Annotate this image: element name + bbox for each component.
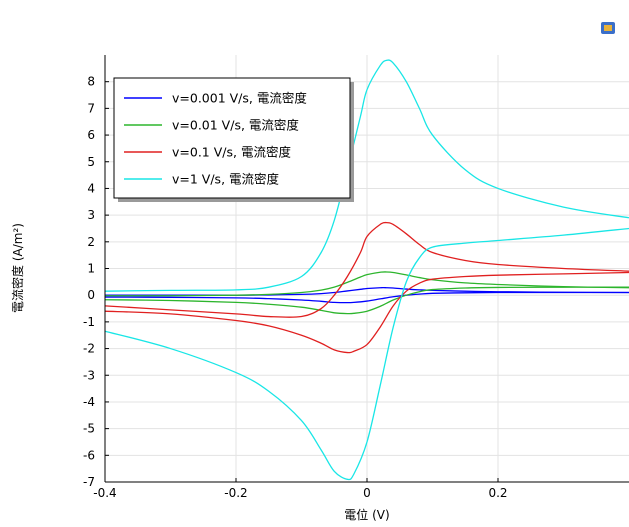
- series-line-4-forward: [104, 59, 629, 292]
- x-tick-label: -0.4: [93, 486, 116, 500]
- x-axis-label: 電位 (V): [344, 507, 389, 522]
- legend-label: v=0.001 V/s, 電流密度: [172, 91, 307, 106]
- y-tick-label: 0: [87, 288, 95, 302]
- graphics-window-icon[interactable]: [601, 22, 615, 34]
- y-tick-label: 3: [87, 208, 95, 222]
- y-tick-label: 5: [87, 155, 95, 169]
- series-line-2-forward: [104, 271, 629, 297]
- y-tick-label: 1: [87, 262, 95, 276]
- legend-label: v=1 V/s, 電流密度: [172, 172, 280, 187]
- y-tick-label: 7: [87, 101, 95, 115]
- series-line-2-reverse: [104, 286, 629, 315]
- x-tick-label: 0.2: [488, 486, 507, 500]
- y-tick-label: -5: [83, 422, 95, 436]
- series-line-3-forward: [104, 221, 629, 318]
- y-tick-label: 8: [87, 75, 95, 89]
- y-tick-label: -2: [83, 342, 95, 356]
- y-axis-label: 電流密度 (A/m²): [10, 223, 25, 313]
- y-tick-labels: -7 -6 -5 -4 -3 -2 -1 0 1 2 3 4 5 6 7 8: [83, 75, 95, 489]
- legend: v=0.001 V/s, 電流密度 v=0.01 V/s, 電流密度 v=0.1 V…: [113, 77, 354, 202]
- y-tick-label: -1: [83, 315, 95, 329]
- y-tick-label: -4: [83, 395, 95, 409]
- y-tick-label: -7: [83, 475, 95, 489]
- legend-items: v=0.001 V/s, 電流密度 v=0.01 V/s, 電流密度 v=0.1 V…: [124, 91, 307, 187]
- series-line-1-reverse: [104, 291, 629, 304]
- x-tick-label: -0.2: [224, 486, 247, 500]
- y-tick-label: 4: [87, 181, 95, 195]
- series-line-3-reverse: [104, 271, 629, 354]
- x-tick-label: 0: [363, 486, 371, 500]
- legend-label: v=0.1 V/s, 電流密度: [172, 145, 291, 160]
- series-lines: [104, 59, 629, 481]
- x-tick-labels: -0.4 -0.2 0 0.2: [93, 486, 507, 500]
- legend-label: v=0.01 V/s, 電流密度: [172, 118, 299, 133]
- series-line-4-reverse: [104, 227, 629, 481]
- y-tick-label: 2: [87, 235, 95, 249]
- y-tick-label: -3: [83, 368, 95, 382]
- y-tick-label: 6: [87, 128, 95, 142]
- y-tick-label: -6: [83, 448, 95, 462]
